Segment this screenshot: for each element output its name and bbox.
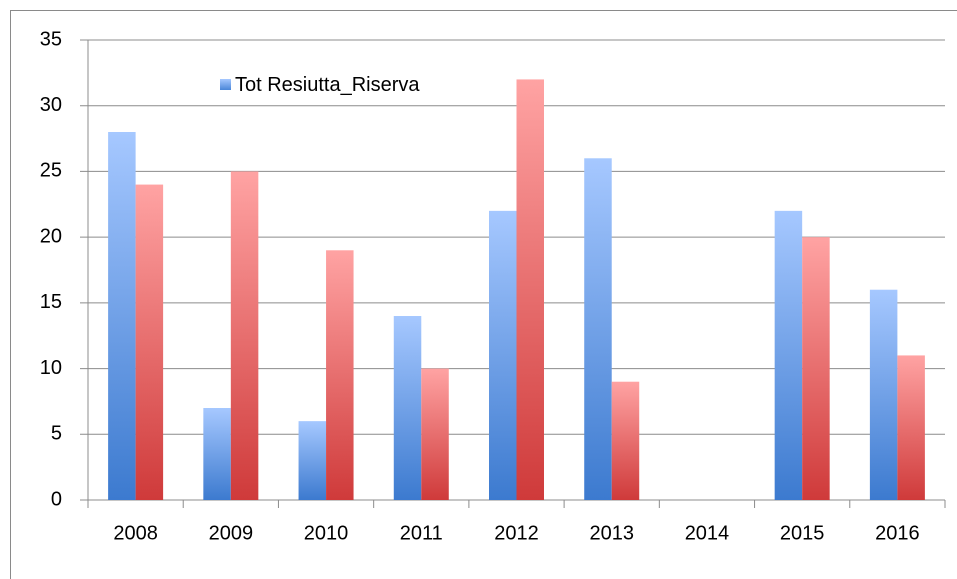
bar <box>108 132 136 500</box>
x-tick-label: 2012 <box>494 522 539 544</box>
bar <box>802 237 830 500</box>
legend-swatch <box>220 79 231 90</box>
y-tick-label: 25 <box>40 160 62 182</box>
bar <box>203 408 231 500</box>
y-tick-label: 35 <box>40 28 62 50</box>
y-tick-label: 10 <box>40 357 62 379</box>
legend-item: Tot Resiutta_Riserva <box>220 68 430 102</box>
bar <box>516 79 544 500</box>
bar <box>611 381 640 500</box>
bar <box>393 316 422 500</box>
y-tick-label: 20 <box>40 225 62 247</box>
bar <box>489 210 517 500</box>
bar <box>774 210 803 500</box>
bar <box>584 158 612 501</box>
x-tick-label: 2016 <box>875 522 920 544</box>
y-tick-label: 15 <box>40 291 62 313</box>
bar <box>869 289 898 500</box>
x-tick-label: 2010 <box>304 522 349 544</box>
bar <box>421 368 449 500</box>
x-tick-label: 2013 <box>589 522 634 544</box>
y-tick-label: 5 <box>51 423 62 445</box>
bar <box>135 184 164 501</box>
y-tick-label: 30 <box>40 94 62 116</box>
x-tick-label: 2008 <box>113 522 158 544</box>
chart-frame <box>10 10 957 579</box>
bar <box>326 250 354 500</box>
x-tick-label: 2009 <box>209 522 254 544</box>
legend: Tot Resiutta_Riserva <box>220 68 430 102</box>
bar <box>897 355 925 500</box>
x-tick-label: 2014 <box>685 522 730 544</box>
bar <box>230 171 259 500</box>
legend-label: Tot Resiutta_Riserva <box>235 74 420 96</box>
y-tick-label: 0 <box>51 488 62 510</box>
bar <box>298 421 327 500</box>
x-tick-label: 2015 <box>780 522 825 544</box>
x-tick-label: 2011 <box>400 522 443 544</box>
